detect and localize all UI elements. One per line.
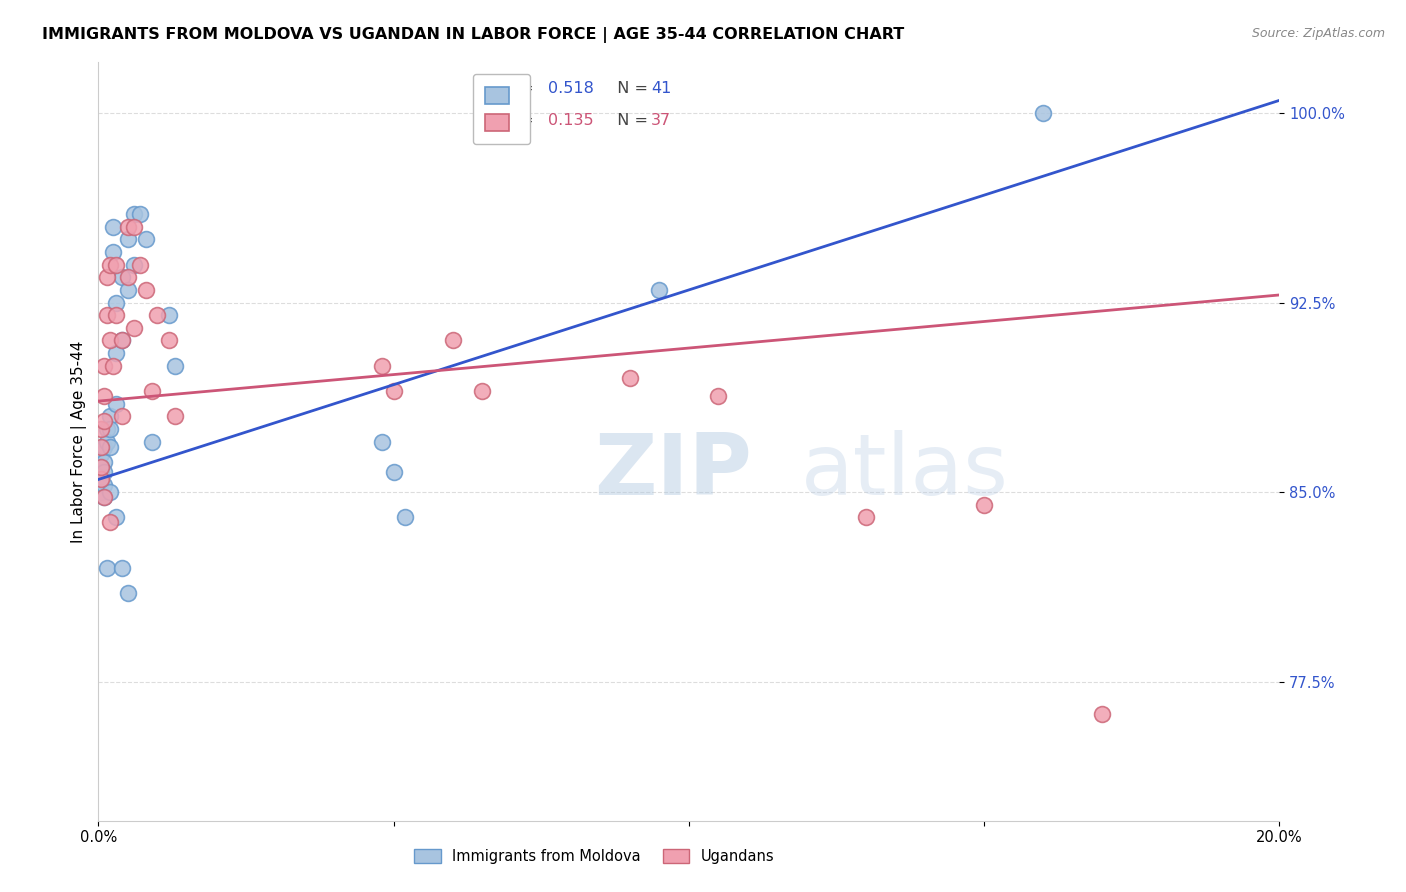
Point	[707, 389, 730, 403]
Point	[973, 498, 995, 512]
Point	[111, 334, 134, 348]
Text: ZIP: ZIP	[595, 430, 752, 514]
Point	[90, 459, 112, 474]
Point	[93, 389, 115, 403]
Text: atlas: atlas	[801, 430, 1010, 514]
Point	[165, 359, 187, 373]
Point	[648, 283, 671, 297]
Point	[90, 422, 112, 436]
Text: IMMIGRANTS FROM MOLDOVA VS UGANDAN IN LABOR FORCE | AGE 35-44 CORRELATION CHART: IMMIGRANTS FROM MOLDOVA VS UGANDAN IN LA…	[42, 27, 904, 43]
Point	[93, 490, 115, 504]
Point	[117, 219, 139, 234]
Point	[90, 473, 112, 487]
Point	[105, 510, 128, 524]
Text: N =: N =	[607, 81, 654, 96]
Point	[371, 434, 394, 449]
Text: 41: 41	[651, 81, 672, 96]
Point	[382, 465, 405, 479]
Point	[117, 586, 139, 600]
Point	[111, 409, 134, 424]
Point	[117, 232, 139, 246]
Point	[122, 207, 145, 221]
Point	[122, 258, 145, 272]
Point	[382, 384, 405, 398]
Point	[90, 440, 112, 454]
Point	[471, 384, 494, 398]
Point	[117, 283, 139, 297]
Y-axis label: In Labor Force | Age 35-44: In Labor Force | Age 35-44	[72, 341, 87, 542]
Point	[111, 270, 134, 285]
Point	[93, 465, 115, 479]
Point	[103, 359, 125, 373]
Point	[90, 485, 112, 500]
Point	[93, 490, 115, 504]
Point	[105, 397, 128, 411]
Point	[105, 346, 128, 360]
Point	[103, 219, 125, 234]
Point	[619, 371, 641, 385]
Point	[98, 258, 121, 272]
Point	[93, 359, 115, 373]
Point	[141, 434, 163, 449]
Text: 0.135: 0.135	[548, 113, 593, 128]
Point	[141, 384, 163, 398]
Point	[98, 440, 121, 454]
Point	[111, 334, 134, 348]
Point	[394, 510, 416, 524]
Point	[93, 455, 115, 469]
Point	[98, 422, 121, 436]
Text: Source: ZipAtlas.com: Source: ZipAtlas.com	[1251, 27, 1385, 40]
Point	[96, 308, 118, 322]
Text: R =: R =	[503, 113, 538, 128]
Point	[96, 434, 118, 449]
Point	[135, 283, 157, 297]
Point	[371, 359, 394, 373]
Point	[93, 440, 115, 454]
Point	[98, 409, 121, 424]
Point	[165, 409, 187, 424]
Point	[441, 334, 464, 348]
Legend: Immigrants from Moldova, Ugandans: Immigrants from Moldova, Ugandans	[409, 844, 780, 871]
Point	[98, 485, 121, 500]
Point	[122, 320, 145, 334]
Point	[122, 219, 145, 234]
Point	[855, 510, 877, 524]
Point	[98, 334, 121, 348]
Point	[96, 270, 118, 285]
Point	[90, 447, 112, 461]
Point	[93, 414, 115, 428]
Point	[128, 207, 150, 221]
Point	[90, 465, 112, 479]
Text: 0.518: 0.518	[548, 81, 595, 96]
Point	[1032, 106, 1054, 120]
Point	[157, 334, 180, 348]
Point	[135, 232, 157, 246]
Point	[105, 308, 128, 322]
Point	[157, 308, 180, 322]
Point	[103, 245, 125, 260]
Point	[98, 516, 121, 530]
Point	[128, 258, 150, 272]
Point	[93, 477, 115, 491]
Point	[117, 270, 139, 285]
Point	[111, 561, 134, 575]
Point	[96, 561, 118, 575]
Point	[105, 258, 128, 272]
Text: 37: 37	[651, 113, 671, 128]
Text: N =: N =	[607, 113, 654, 128]
Point	[105, 295, 128, 310]
Text: R =: R =	[503, 81, 538, 96]
Point	[90, 475, 112, 489]
Point	[146, 308, 169, 322]
Point	[1091, 707, 1114, 722]
Point	[90, 459, 112, 474]
Point	[96, 422, 118, 436]
